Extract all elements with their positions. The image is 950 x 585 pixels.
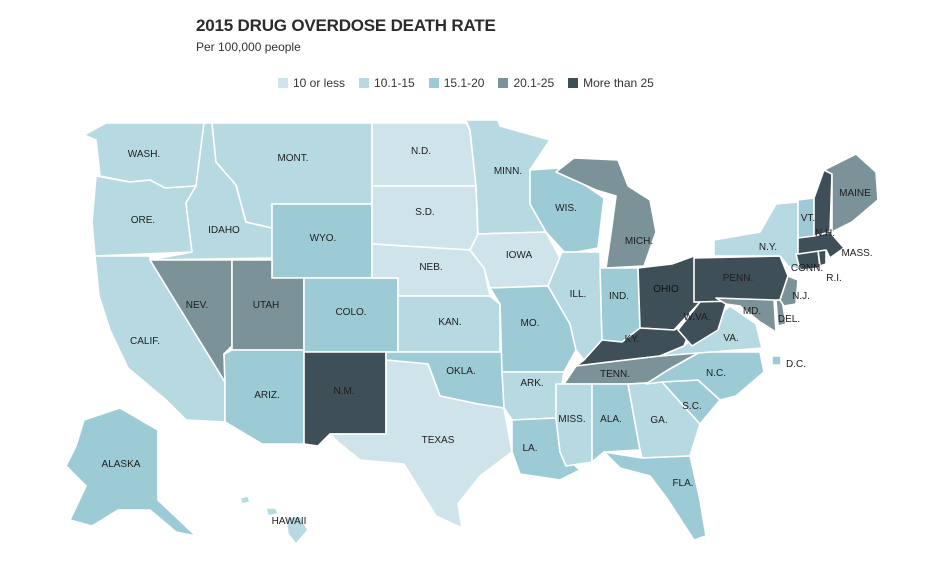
state-label-md: MD.	[743, 306, 761, 317]
state-label-ct: CONN.	[791, 263, 823, 274]
state-label-wi: WIS.	[555, 203, 577, 214]
state-label-nv: NEV.	[186, 300, 208, 311]
state-label-id: IDAHO	[208, 225, 240, 236]
legend: 10 or less 10.1-15 15.1-20 20.1-25 More …	[278, 76, 654, 90]
state-label-fl: FLA.	[672, 478, 693, 489]
legend-swatch-c4	[498, 78, 509, 88]
state-nm[interactable]	[303, 351, 387, 447]
state-mi[interactable]	[555, 157, 657, 269]
state-label-hi: HAWAII	[272, 516, 307, 527]
state-label-mi: MICH.	[625, 236, 653, 247]
legend-item: 10.1-15	[359, 76, 415, 90]
legend-label: 20.1-25	[513, 76, 555, 90]
legend-swatch-c2	[359, 78, 370, 88]
state-label-va: VA.	[723, 333, 738, 344]
legend-item: 10 or less	[278, 76, 345, 90]
legend-label: 10 or less	[293, 76, 346, 90]
state-label-de: DEL.	[778, 314, 800, 325]
state-il[interactable]	[547, 251, 603, 361]
state-label-ri: R.I.	[826, 273, 842, 284]
legend-item: 15.1-20	[428, 76, 485, 90]
state-me[interactable]	[823, 153, 879, 233]
state-label-ca: CALIF.	[130, 336, 160, 347]
state-label-in: IND.	[609, 291, 629, 302]
state-label-il: ILL.	[570, 289, 587, 300]
legend-swatch-c5	[568, 78, 579, 88]
legend-swatch-c3	[428, 78, 439, 88]
state-label-nh: N.H.	[815, 228, 835, 239]
state-sd[interactable]	[371, 185, 479, 251]
state-label-nj: N.J.	[792, 291, 810, 302]
state-ms[interactable]	[555, 383, 593, 467]
state-label-sd: S.D.	[415, 207, 434, 218]
legend-label: 10.1-15	[374, 76, 415, 90]
state-nc[interactable]	[645, 351, 765, 401]
map-subtitle: Per 100,000 people	[196, 40, 301, 54]
state-label-la: LA.	[522, 443, 537, 454]
state-nh[interactable]	[813, 169, 833, 237]
state-label-al: ALA.	[600, 414, 622, 425]
state-label-wy: WYO.	[310, 233, 337, 244]
state-fl[interactable]	[603, 451, 707, 541]
state-label-ak: ALASKA	[102, 459, 141, 470]
state-label-or: ORE.	[131, 215, 155, 226]
state-label-wa: WASH.	[128, 149, 160, 160]
state-label-ar: ARK.	[520, 378, 543, 389]
state-label-ms: MISS.	[558, 414, 585, 425]
state-label-ga: GA.	[650, 415, 667, 426]
legend-item: More than 25	[568, 76, 654, 90]
state-hi-island[interactable]	[285, 515, 309, 545]
state-in[interactable]	[599, 267, 641, 343]
state-hi-island[interactable]	[265, 507, 279, 517]
state-label-ks: KAN.	[438, 317, 461, 328]
state-label-tx: TEXAS	[422, 435, 455, 446]
state-label-wv: W.VA.	[683, 312, 710, 323]
state-label-dc: D.C.	[786, 359, 806, 370]
legend-label: More than 25	[583, 76, 654, 90]
state-label-sc: S.C.	[682, 401, 701, 412]
state-label-ia: IOWA	[506, 250, 533, 261]
state-label-co: COLO.	[335, 307, 366, 318]
map-title: 2015 DRUG OVERDOSE DEATH RATE	[196, 16, 496, 35]
state-dc[interactable]	[771, 355, 782, 366]
state-label-nc: N.C.	[706, 368, 726, 379]
state-label-mt: MONT.	[277, 153, 308, 164]
state-al[interactable]	[591, 383, 641, 463]
legend-swatch-c1	[278, 78, 288, 88]
state-ca[interactable]	[94, 255, 226, 423]
state-label-ne: NEB.	[419, 262, 442, 273]
state-label-tn: TENN.	[600, 369, 630, 380]
state-label-me: MAINE	[839, 188, 871, 199]
legend-label: 15.1-20	[443, 76, 485, 90]
state-ak[interactable]	[65, 407, 197, 537]
state-label-vt: VT.	[801, 213, 815, 224]
state-tx[interactable]	[329, 359, 513, 529]
state-label-nd: N.D.	[411, 146, 431, 157]
legend-item: 20.1-25	[498, 76, 554, 90]
state-label-ma: MASS.	[841, 248, 872, 259]
state-label-nm: N.M.	[333, 386, 354, 397]
state-label-ny: N.Y.	[759, 242, 777, 253]
state-md[interactable]	[715, 297, 777, 333]
state-hi[interactable]	[239, 495, 251, 505]
state-label-mn: MINN.	[494, 166, 522, 177]
state-label-ok: OKLA.	[446, 366, 475, 377]
state-nv[interactable]	[149, 259, 233, 383]
state-label-mo: MO.	[521, 318, 540, 329]
state-label-ky: KY.	[625, 334, 640, 345]
state-nj[interactable]	[779, 275, 799, 307]
state-label-az: ARIZ.	[254, 390, 280, 401]
state-label-oh: OHIO	[653, 284, 679, 295]
state-label-pa: PENN.	[723, 273, 754, 284]
state-label-ut: UTAH	[253, 300, 279, 311]
